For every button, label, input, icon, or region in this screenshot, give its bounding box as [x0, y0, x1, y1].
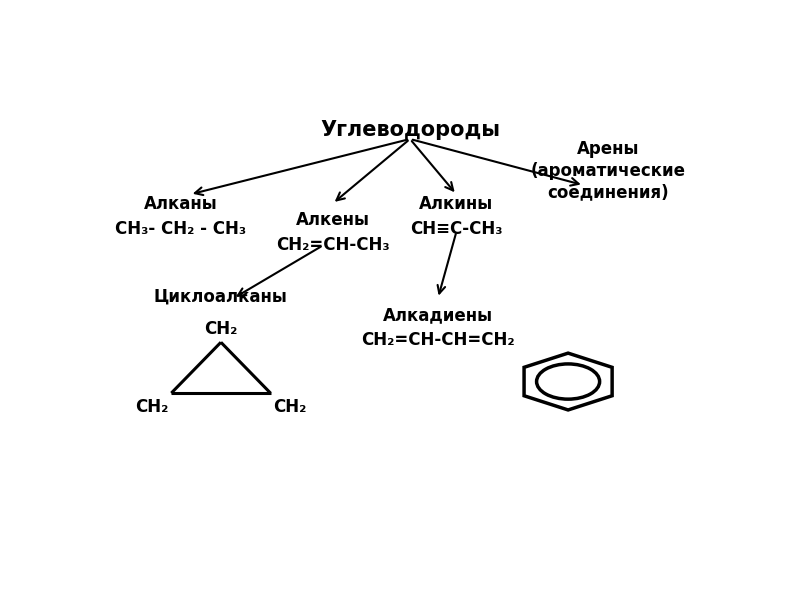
Text: Циклоалканы: Циклоалканы — [154, 287, 288, 305]
Text: СН₂: СН₂ — [135, 398, 168, 416]
Text: СН₂=СН-СН₃: СН₂=СН-СН₃ — [276, 236, 390, 254]
Text: Алкадиены: Алкадиены — [383, 306, 493, 324]
Text: Алкины: Алкины — [419, 195, 494, 213]
Text: Углеводороды: Углеводороды — [320, 120, 500, 140]
Text: Алканы: Алканы — [144, 195, 218, 213]
Text: Алкены: Алкены — [295, 211, 370, 229]
Text: СН≡С-СН₃: СН≡С-СН₃ — [410, 220, 502, 238]
Text: СН₂: СН₂ — [204, 320, 238, 338]
Text: Арены
(ароматические
соединения): Арены (ароматические соединения) — [531, 140, 686, 202]
Text: СН₂: СН₂ — [274, 398, 307, 416]
Text: СН₂=СН-СН=СН₂: СН₂=СН-СН=СН₂ — [361, 331, 514, 349]
Text: СН₃- СН₂ - СН₃: СН₃- СН₂ - СН₃ — [115, 220, 246, 238]
